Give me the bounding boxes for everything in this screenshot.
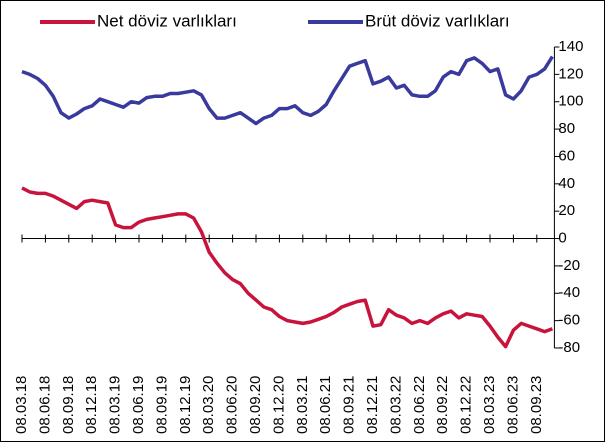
- x-tick-label: 08.03.19: [107, 376, 124, 434]
- y-tick-label: 140: [558, 38, 583, 55]
- y-tick-label: -20: [558, 257, 580, 274]
- x-tick-label: 08.12.20: [270, 376, 287, 434]
- legend-label: Net döviz varlıkları: [97, 11, 237, 30]
- y-tick-label: 120: [558, 65, 583, 82]
- x-tick-label: 08.03.23: [481, 376, 498, 434]
- x-tick-label: 08.03.22: [387, 376, 404, 434]
- x-tick-label: 08.06.18: [36, 376, 53, 434]
- x-tick-label: 08.03.21: [294, 376, 311, 434]
- x-tick-label: 08.09.22: [434, 376, 451, 434]
- x-tick-label: 08.12.19: [177, 376, 194, 434]
- y-tick-label: 100: [558, 93, 583, 110]
- y-tick-label: -60: [558, 312, 580, 329]
- y-tick-label: 40: [558, 175, 575, 192]
- x-tick-label: 08.03.20: [200, 376, 217, 434]
- line-series: [21, 186, 553, 349]
- y-tick-label: 0: [558, 230, 566, 247]
- x-tick-label: 08.06.21: [317, 376, 334, 434]
- x-tick-label: 08.06.23: [504, 376, 521, 434]
- x-tick-label: 08.03.18: [13, 376, 30, 434]
- x-tick-label: 08.12.22: [458, 376, 475, 434]
- x-tick-label: 08.12.18: [83, 376, 100, 434]
- x-tick-label: 08.06.22: [411, 376, 428, 434]
- x-tick-label: 08.09.23: [528, 376, 545, 434]
- x-tick-label: 08.09.18: [60, 376, 77, 434]
- x-tick-label: 08.06.20: [224, 376, 241, 434]
- y-tick-label: -40: [558, 284, 580, 301]
- x-tick-label: 08.12.21: [364, 376, 381, 434]
- y-tick-label: 20: [558, 202, 575, 219]
- y-tick-label: -80: [558, 339, 580, 356]
- x-tick-label: 08.09.19: [153, 376, 170, 434]
- y-tick-label: 60: [558, 147, 575, 164]
- legend-label: Brüt döviz varlıkları: [365, 11, 510, 30]
- x-tick-label: 08.09.20: [247, 376, 264, 434]
- x-tick-label: 08.09.21: [341, 376, 358, 434]
- x-tick-label: 08.06.19: [130, 376, 147, 434]
- line-series: [21, 55, 554, 126]
- y-tick-label: 80: [558, 120, 575, 137]
